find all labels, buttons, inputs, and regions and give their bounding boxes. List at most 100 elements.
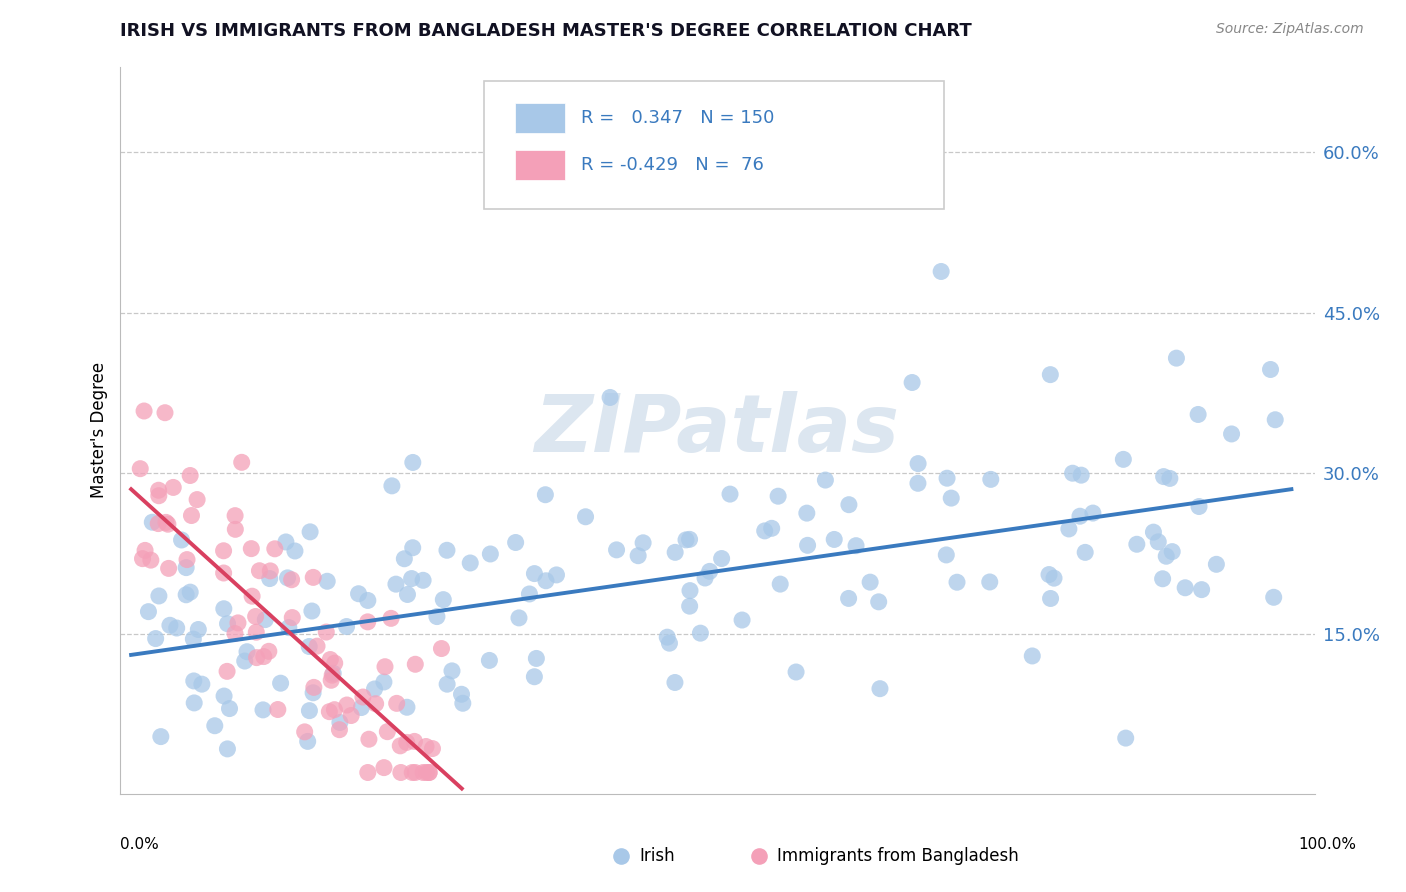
Point <box>868 595 890 609</box>
Point <box>823 533 845 547</box>
Point <box>218 701 240 715</box>
Point <box>402 541 425 555</box>
Point <box>1081 506 1104 520</box>
Point <box>718 487 741 501</box>
Point <box>1043 571 1066 585</box>
Point <box>357 732 380 747</box>
Point <box>302 570 325 584</box>
Point <box>627 549 650 563</box>
Point <box>929 264 952 278</box>
Point <box>149 730 172 744</box>
Point <box>336 698 359 712</box>
Point <box>1142 525 1164 540</box>
Point <box>245 625 267 640</box>
Point <box>347 587 370 601</box>
Point <box>426 609 449 624</box>
Point <box>183 696 205 710</box>
Point <box>523 566 546 581</box>
Point <box>478 653 501 667</box>
Point <box>679 583 702 598</box>
Point <box>148 516 170 531</box>
Point <box>138 605 160 619</box>
Point <box>657 630 679 644</box>
Point <box>838 591 860 606</box>
Point <box>253 649 276 664</box>
Point <box>754 524 776 538</box>
Point <box>179 468 201 483</box>
Point <box>131 551 153 566</box>
Point <box>534 574 557 588</box>
Point <box>245 609 267 624</box>
Point <box>979 574 1001 589</box>
Point <box>162 480 184 494</box>
Point <box>1152 572 1174 586</box>
Point <box>385 577 408 591</box>
Point <box>508 611 530 625</box>
Point <box>174 560 197 574</box>
Point <box>183 632 205 646</box>
Y-axis label: Master's Degree: Master's Degree <box>90 362 108 499</box>
Point <box>316 574 339 589</box>
Point <box>224 522 246 536</box>
Point <box>838 498 860 512</box>
Point <box>1112 452 1135 467</box>
Point <box>323 656 346 670</box>
Point <box>212 601 235 615</box>
Point <box>302 686 325 700</box>
Point <box>395 735 418 749</box>
Point <box>519 587 541 601</box>
Point <box>240 589 263 603</box>
Point <box>1062 467 1084 481</box>
Text: 0.0%: 0.0% <box>120 837 159 852</box>
Point <box>174 588 197 602</box>
Point <box>340 708 363 723</box>
Point <box>134 543 156 558</box>
Point <box>1264 413 1286 427</box>
Point <box>412 574 434 588</box>
Point <box>254 613 277 627</box>
Point <box>240 541 263 556</box>
Point <box>298 704 321 718</box>
Point <box>1039 591 1062 606</box>
Point <box>374 659 396 673</box>
Point <box>139 553 162 567</box>
Point <box>1147 534 1170 549</box>
Point <box>224 508 246 523</box>
Point <box>415 765 437 780</box>
Point <box>145 632 167 646</box>
Point <box>191 677 214 691</box>
Point <box>785 665 807 679</box>
Point <box>607 878 630 892</box>
Point <box>869 681 891 696</box>
Point <box>546 568 568 582</box>
Point <box>335 619 357 633</box>
Point <box>129 461 152 475</box>
Point <box>436 677 458 691</box>
Point <box>1187 408 1209 422</box>
Point <box>1191 582 1213 597</box>
Point <box>678 533 700 547</box>
Point <box>363 681 385 696</box>
FancyBboxPatch shape <box>515 103 565 133</box>
Point <box>148 483 170 498</box>
Point <box>277 621 299 635</box>
Point <box>524 651 547 665</box>
Point <box>321 668 343 682</box>
Point <box>226 615 249 630</box>
Point <box>599 391 621 405</box>
Point <box>1174 581 1197 595</box>
Point <box>385 697 408 711</box>
Point <box>1263 591 1285 605</box>
Point <box>301 604 323 618</box>
Point <box>1038 567 1060 582</box>
Point <box>318 705 340 719</box>
Point <box>418 765 440 780</box>
Text: IRISH VS IMMIGRANTS FROM BANGLADESH MASTER'S DEGREE CORRELATION CHART: IRISH VS IMMIGRANTS FROM BANGLADESH MAST… <box>120 22 972 40</box>
Point <box>432 592 454 607</box>
Point <box>699 565 721 579</box>
Point <box>1021 648 1043 663</box>
Point <box>305 639 328 653</box>
Point <box>319 652 342 666</box>
Point <box>155 516 177 530</box>
Point <box>187 623 209 637</box>
